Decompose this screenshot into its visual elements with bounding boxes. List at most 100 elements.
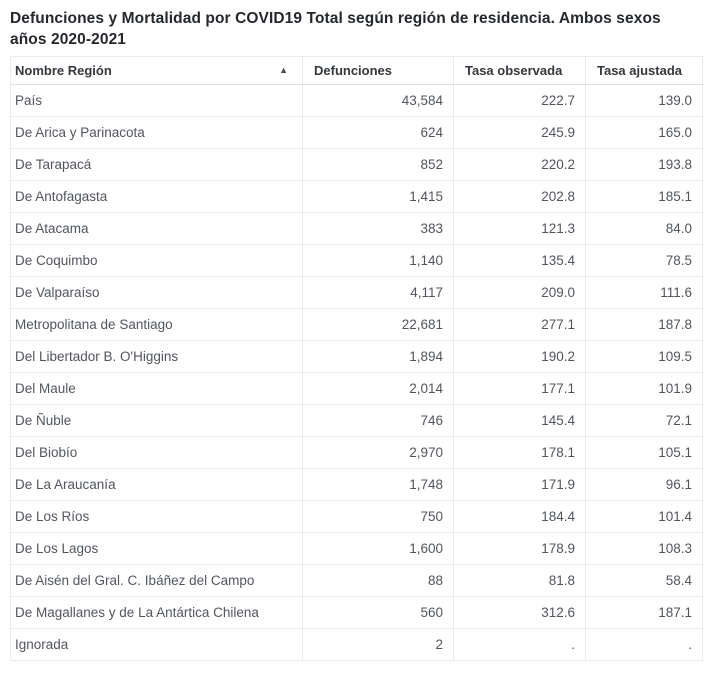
table-row: Metropolitana de Santiago 22,681 277.1 187.… <box>10 308 703 341</box>
tasa-ajustada-cell: 72.1 <box>585 404 703 437</box>
widget-title-line2: años 2020-2021 <box>10 31 127 48</box>
table-row: De Los Lagos 1,600 178.9 108.3 <box>10 532 703 565</box>
table-row: De La Araucanía 1,748 171.9 96.1 <box>10 468 703 501</box>
column-header-tasa-observada[interactable]: Tasa observada <box>453 56 586 85</box>
table-row: Ignorada 2.. <box>10 628 703 661</box>
tasa-ajustada-cell: 84.0 <box>585 212 703 245</box>
defunciones-cell: 624 <box>302 116 454 149</box>
defunciones-cell: 22,681 <box>302 308 454 341</box>
table-row: De Tarapacá 852 220.2 193.8 <box>10 148 703 181</box>
defunciones-cell: 43,584 <box>302 84 454 117</box>
defunciones-cell: 1,415 <box>302 180 454 213</box>
table-row: De Atacama 383 121.3 84.0 <box>10 212 703 245</box>
defunciones-cell: 750 <box>302 500 454 533</box>
tasa-ajustada-cell: 78.5 <box>585 244 703 277</box>
tasa-observada-cell: 277.1 <box>453 308 586 341</box>
widget-title-line1: Defunciones y Mortalidad por COVID19 Tot… <box>10 10 661 27</box>
region-cell: Metropolitana de Santiago <box>10 308 303 341</box>
column-header-defunciones[interactable]: Defunciones <box>302 56 454 85</box>
region-cell: De Arica y Parinacota <box>10 116 303 149</box>
tasa-ajustada-cell: 101.9 <box>585 372 703 405</box>
tasa-ajustada-cell: 187.1 <box>585 596 703 629</box>
region-cell: País <box>10 84 303 117</box>
region-cell: Del Libertador B. O'Higgins <box>10 340 303 373</box>
region-cell: De Aisén del Gral. C. Ibáñez del Campo <box>10 564 303 597</box>
region-cell: De Coquimbo <box>10 244 303 277</box>
defunciones-cell: 746 <box>302 404 454 437</box>
column-header-nombre-region[interactable]: Nombre Región ▲ <box>10 56 303 85</box>
tasa-ajustada-cell: 185.1 <box>585 180 703 213</box>
region-cell: Ignorada <box>10 628 303 661</box>
defunciones-cell: 2,014 <box>302 372 454 405</box>
table-row: Del Maule 2,014 177.1 101.9 <box>10 372 703 405</box>
table-row: De Los Ríos 750 184.4 101.4 <box>10 500 703 533</box>
column-header-label: Defunciones <box>314 63 393 78</box>
tasa-ajustada-cell: 193.8 <box>585 148 703 181</box>
region-cell: De Antofagasta <box>10 180 303 213</box>
tasa-observada-cell: 135.4 <box>453 244 586 277</box>
table-row: Del Libertador B. O'Higgins 1,894 190.2 109… <box>10 340 703 373</box>
tasa-observada-cell: 184.4 <box>453 500 586 533</box>
table-header-row: Nombre Región ▲ Defunciones Tasa observa… <box>10 56 703 85</box>
region-cell: De Los Lagos <box>10 532 303 565</box>
defunciones-cell: 1,894 <box>302 340 454 373</box>
table-row: De Aisén del Gral. C. Ibáñez del Campo 88… <box>10 564 703 597</box>
tasa-observada-cell: 190.2 <box>453 340 586 373</box>
tasa-observada-cell: 121.3 <box>453 212 586 245</box>
table-row: De Valparaíso 4,117 209.0 111.6 <box>10 276 703 309</box>
tasa-ajustada-cell: 58.4 <box>585 564 703 597</box>
tasa-observada-cell: 222.7 <box>453 84 586 117</box>
sort-ascending-icon[interactable]: ▲ <box>279 65 288 75</box>
defunciones-cell: 1,140 <box>302 244 454 277</box>
defunciones-cell: 88 <box>302 564 454 597</box>
region-cell: De Tarapacá <box>10 148 303 181</box>
tasa-observada-cell: 209.0 <box>453 276 586 309</box>
tasa-observada-cell: 202.8 <box>453 180 586 213</box>
widget-title: Defunciones y Mortalidad por COVID19 Tot… <box>0 0 728 50</box>
defunciones-cell: 560 <box>302 596 454 629</box>
region-cell: Del Maule <box>10 372 303 405</box>
region-cell: De Valparaíso <box>10 276 303 309</box>
region-cell: De Atacama <box>10 212 303 245</box>
region-cell: De Los Ríos <box>10 500 303 533</box>
region-cell: De Magallanes y de La Antártica Chilena <box>10 596 303 629</box>
tasa-ajustada-cell: 105.1 <box>585 436 703 469</box>
tasa-observada-cell: 145.4 <box>453 404 586 437</box>
column-header-label: Tasa ajustada <box>597 63 683 78</box>
table-row: De Magallanes y de La Antártica Chilena 5… <box>10 596 703 629</box>
region-cell: Del Biobío <box>10 436 303 469</box>
defunciones-cell: 2 <box>302 628 454 661</box>
table-row: De Coquimbo 1,140 135.4 78.5 <box>10 244 703 277</box>
table-body: País 43,584 222.7 139.0 De Arica y Parinacot… <box>10 84 703 661</box>
mortality-table: Nombre Región ▲ Defunciones Tasa observa… <box>10 56 703 661</box>
tasa-observada-cell: . <box>453 628 586 661</box>
tasa-observada-cell: 312.6 <box>453 596 586 629</box>
table-row: De Antofagasta 1,415 202.8 185.1 <box>10 180 703 213</box>
column-header-tasa-ajustada[interactable]: Tasa ajustada <box>585 56 703 85</box>
defunciones-cell: 1,600 <box>302 532 454 565</box>
tasa-observada-cell: 220.2 <box>453 148 586 181</box>
tasa-observada-cell: 178.1 <box>453 436 586 469</box>
table-row: Del Biobío 2,970 178.1 105.1 <box>10 436 703 469</box>
tasa-observada-cell: 81.8 <box>453 564 586 597</box>
tasa-observada-cell: 177.1 <box>453 372 586 405</box>
tasa-ajustada-cell: 187.8 <box>585 308 703 341</box>
defunciones-cell: 383 <box>302 212 454 245</box>
region-cell: De La Araucanía <box>10 468 303 501</box>
tasa-observada-cell: 171.9 <box>453 468 586 501</box>
tasa-ajustada-cell: 165.0 <box>585 116 703 149</box>
defunciones-cell: 2,970 <box>302 436 454 469</box>
tasa-observada-cell: 178.9 <box>453 532 586 565</box>
table-row: De Arica y Parinacota 624 245.9 165.0 <box>10 116 703 149</box>
table-row: País 43,584 222.7 139.0 <box>10 84 703 117</box>
table-row: De Ñuble 746 145.4 72.1 <box>10 404 703 437</box>
defunciones-cell: 1,748 <box>302 468 454 501</box>
tasa-ajustada-cell: 139.0 <box>585 84 703 117</box>
defunciones-cell: 852 <box>302 148 454 181</box>
defunciones-cell: 4,117 <box>302 276 454 309</box>
region-cell: De Ñuble <box>10 404 303 437</box>
tasa-ajustada-cell: 101.4 <box>585 500 703 533</box>
column-header-label: Tasa observada <box>465 63 563 78</box>
tasa-ajustada-cell: 108.3 <box>585 532 703 565</box>
